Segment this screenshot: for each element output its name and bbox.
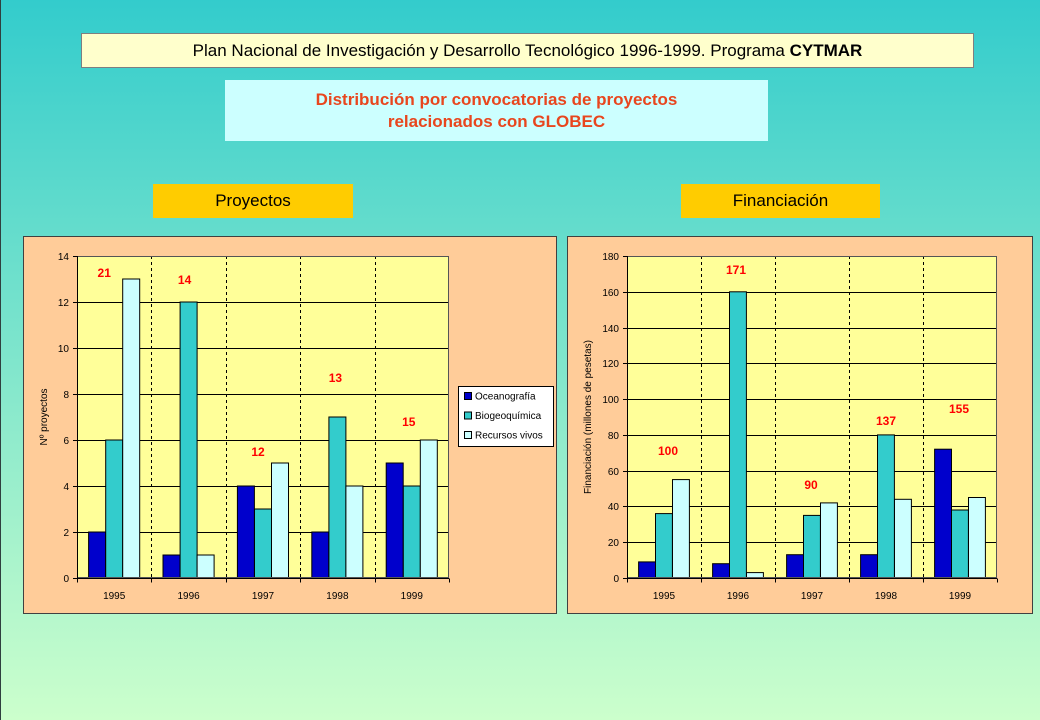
total-label: 171 bbox=[726, 263, 746, 277]
financiacion-bar-series-1-1995 bbox=[638, 561, 656, 579]
legend-swatch bbox=[464, 431, 472, 439]
y-tick-label: 40 bbox=[608, 502, 620, 513]
y-axis-title: Financiación (millones de pesetas) bbox=[583, 340, 594, 494]
total-label: 15 bbox=[402, 415, 416, 429]
chart-panel-proyectos: 0 2 4 6 8 10 12 14 1995 1996 1997 1998 1999 21 14 12 13 1… bbox=[23, 236, 557, 614]
financiacion-bar-series-3-1995 bbox=[672, 479, 690, 579]
y-tick-label: 2 bbox=[63, 528, 69, 539]
y-tick-label: 120 bbox=[602, 359, 619, 370]
proyectos-bar-recursos-vivos-1998 bbox=[345, 485, 364, 579]
financiacion-bar-series-2-1996 bbox=[729, 291, 747, 579]
y-tick-label: 140 bbox=[602, 324, 619, 335]
chart-panel-financiacion: 0 20 40 60 80 100 120 140 160 180 1995 1996 1997 1998… bbox=[567, 236, 1033, 614]
proyectos-bar-biogeoquimica-1995 bbox=[105, 439, 124, 579]
proyectos-bar-biogeoquimica-1996 bbox=[179, 301, 198, 579]
x-tick-label: 1995 bbox=[103, 591, 126, 602]
x-tick-label: 1998 bbox=[326, 591, 349, 602]
legend-label: Recursos vivos bbox=[475, 431, 543, 442]
x-tick-label: 1998 bbox=[875, 591, 898, 602]
financiacion-bar-series-2-1999 bbox=[951, 509, 969, 579]
proyectos-bar-biogeoquimica-1999 bbox=[402, 485, 421, 579]
total-label: 21 bbox=[98, 266, 112, 280]
bar-chart-financiacion: 0 20 40 60 80 100 120 140 160 180 1995 1996 1997 1998… bbox=[583, 252, 998, 602]
x-tick-label: 1996 bbox=[727, 591, 750, 602]
financiacion-bar-series-2-1998 bbox=[877, 434, 895, 579]
total-label: 13 bbox=[329, 371, 343, 385]
y-tick-label: 4 bbox=[63, 482, 69, 493]
slide-title-text: Plan Nacional de Investigación y Desarro… bbox=[192, 40, 785, 60]
financiacion-bar-series-2-1995 bbox=[655, 513, 673, 579]
financiacion-bar-series-1-1999 bbox=[934, 448, 953, 579]
slide-title-emphasis: CYTMAR bbox=[789, 40, 863, 60]
proyectos-bar-oceanografia-1996 bbox=[162, 554, 181, 579]
subtitle-line: relacionados con GLOBEC bbox=[387, 111, 606, 131]
y-tick-label: 80 bbox=[608, 431, 620, 442]
legend-box bbox=[458, 386, 554, 447]
x-tick-label: 1996 bbox=[177, 591, 200, 602]
y-tick-label: 10 bbox=[58, 344, 70, 355]
bar-chart-proyectos: 0 2 4 6 8 10 12 14 1995 1996 1997 1998 1999 21 14 12 13 1… bbox=[39, 252, 554, 602]
slide-title: Plan Nacional de Investigación y Desarro… bbox=[81, 33, 974, 68]
legend-swatch bbox=[464, 411, 472, 420]
legend-label: Oceanografía bbox=[475, 392, 536, 403]
x-tick-label: 1999 bbox=[401, 591, 424, 602]
y-tick-label: 60 bbox=[608, 467, 620, 478]
total-label: 137 bbox=[876, 414, 896, 428]
y-tick-label: 8 bbox=[63, 390, 69, 401]
chart-title-proyectos: Proyectos bbox=[153, 184, 353, 218]
y-tick-label: 0 bbox=[613, 574, 619, 585]
financiacion-bar-series-3-1999 bbox=[968, 497, 986, 579]
slide-title-line: Plan Nacional de Investigación y Desarro… bbox=[193, 41, 863, 61]
subtitle-box: Distribución por convocatorias de proyec… bbox=[225, 80, 768, 141]
proyectos-bar-recursos-vivos-1995 bbox=[122, 278, 141, 579]
financiacion-bar-series-2-1997 bbox=[803, 514, 821, 579]
subtitle-line: Distribución por convocatorias de proyec… bbox=[315, 89, 678, 109]
proyectos-bar-biogeoquimica-1998 bbox=[328, 416, 347, 579]
proyectos-bar-oceanografia-1998 bbox=[311, 531, 330, 579]
x-tick-label: 1995 bbox=[653, 591, 676, 602]
proyectos-bar-recursos-vivos-1996 bbox=[196, 554, 215, 579]
y-tick-label: 12 bbox=[58, 298, 70, 309]
proyectos-bar-oceanografia-1997 bbox=[236, 485, 255, 579]
y-tick-label: 6 bbox=[63, 436, 69, 447]
y-tick-label: 20 bbox=[608, 538, 620, 549]
y-tick-label: 100 bbox=[602, 395, 619, 406]
total-label: 12 bbox=[251, 445, 265, 459]
financiacion-bar-series-1-1997 bbox=[786, 554, 805, 579]
proyectos-bar-oceanografia-1999 bbox=[385, 462, 404, 579]
financiacion-bar-series-1-1996 bbox=[712, 563, 731, 579]
chart-title-financiacion: Financiación bbox=[681, 184, 880, 218]
legend-label: Biogeoquímica bbox=[475, 411, 542, 422]
y-axis-title: Nº proyectos bbox=[39, 388, 50, 445]
x-tick-label: 1997 bbox=[252, 591, 275, 602]
x-tick-label: 1997 bbox=[801, 591, 824, 602]
proyectos-bar-recursos-vivos-1999 bbox=[419, 439, 438, 579]
proyectos-bar-recursos-vivos-1997 bbox=[271, 462, 289, 579]
financiacion-bar-series-3-1997 bbox=[820, 502, 838, 579]
total-label: 90 bbox=[804, 478, 818, 492]
y-tick-label: 0 bbox=[63, 574, 69, 585]
total-label: 14 bbox=[178, 273, 192, 287]
proyectos-bar-biogeoquimica-1997 bbox=[254, 508, 272, 579]
y-tick-label: 160 bbox=[602, 288, 619, 299]
y-tick-label: 180 bbox=[602, 252, 619, 263]
proyectos-bar-oceanografia-1995 bbox=[88, 531, 107, 579]
x-tick-label: 1999 bbox=[949, 591, 972, 602]
total-label: 155 bbox=[949, 402, 969, 416]
legend: Oceanografía Biogeoquímica Recursos vivos bbox=[458, 386, 554, 447]
total-label: 100 bbox=[658, 444, 678, 458]
y-tick-label: 14 bbox=[58, 252, 70, 263]
legend-swatch bbox=[464, 392, 472, 400]
financiacion-bar-series-3-1998 bbox=[894, 498, 912, 579]
financiacion-bar-series-1-1998 bbox=[860, 554, 879, 579]
